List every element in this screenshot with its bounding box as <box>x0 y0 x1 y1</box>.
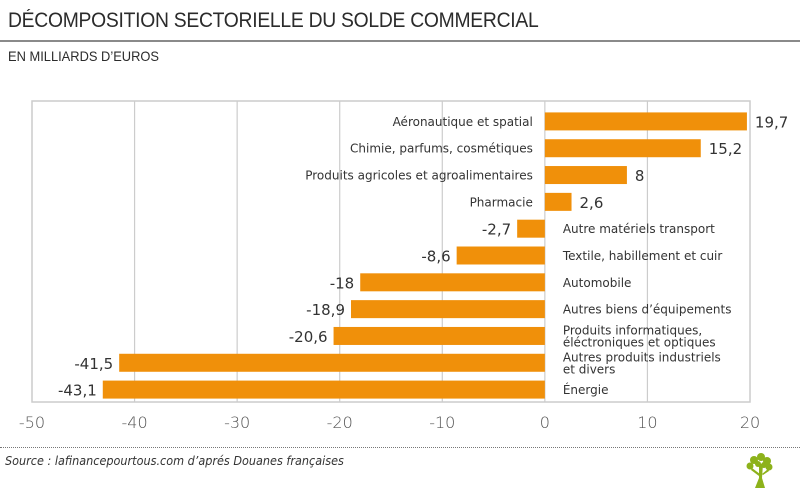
category-label: Produits agricoles et agroalimentaires <box>305 169 533 183</box>
x-tick-label: 0 <box>540 413 550 432</box>
chart-title: DÉCOMPOSITION SECTORIELLE DU SOLDE COMME… <box>8 9 539 32</box>
category-label: Autres produits industriels <box>563 350 721 364</box>
source-note: Source : lafinancepourtous.com d’aprés D… <box>5 453 344 468</box>
tree-logo-icon <box>746 453 773 488</box>
bar <box>544 112 747 131</box>
x-tick-label: -20 <box>327 413 353 432</box>
value-label: -20,6 <box>289 328 328 346</box>
category-label: Autre matériels transport <box>563 222 715 236</box>
bar <box>544 166 627 185</box>
category-label: et divers <box>563 362 616 376</box>
x-tick-label: -30 <box>224 413 250 432</box>
bar <box>119 353 545 372</box>
category-label: Textile, habillement et cuir <box>562 249 723 263</box>
category-label: Aéronautique et spatial <box>393 115 533 129</box>
bar <box>544 139 701 158</box>
category-label: Produits informatiques, <box>563 323 702 337</box>
bar-chart: -50 -40 -30 -20 -10 0 10 20 19,7 Aéronautique et … <box>19 100 788 432</box>
category-label: Pharmacie <box>470 195 533 209</box>
x-tick-label: 20 <box>740 413 760 432</box>
category-label: Autres biens d’équipements <box>563 303 732 317</box>
value-label: -43,1 <box>58 382 97 400</box>
category-label: éléctroniques et optiques <box>563 335 716 349</box>
bar <box>102 380 545 399</box>
category-label: Automobile <box>563 276 632 290</box>
bar <box>360 273 545 292</box>
category-label: Énergie <box>563 382 609 397</box>
x-tick-label: -50 <box>19 413 45 432</box>
bar <box>544 192 572 211</box>
plot-frame <box>31 100 751 403</box>
x-tick-label: -10 <box>429 413 455 432</box>
value-label: 15,2 <box>709 140 742 158</box>
bar <box>350 300 545 319</box>
title-divider <box>0 40 800 42</box>
value-label: -8,6 <box>421 248 450 266</box>
value-label: 19,7 <box>755 113 788 131</box>
x-tick-label: -40 <box>122 413 148 432</box>
bar <box>517 219 545 238</box>
chart-subtitle: EN MILLIARDS D’EUROS <box>8 48 160 64</box>
bar <box>333 326 545 345</box>
value-label: -2,7 <box>482 221 511 239</box>
value-label: -18,9 <box>306 301 345 319</box>
value-label: -18 <box>330 274 355 292</box>
value-label: 2,6 <box>580 194 604 212</box>
x-tick-label: 10 <box>637 413 657 432</box>
value-label: -41,5 <box>74 355 113 373</box>
value-label: 8 <box>635 167 645 185</box>
bar <box>456 246 545 265</box>
footer-divider <box>0 447 800 448</box>
category-label: Chimie, parfums, cosmétiques <box>350 142 533 156</box>
